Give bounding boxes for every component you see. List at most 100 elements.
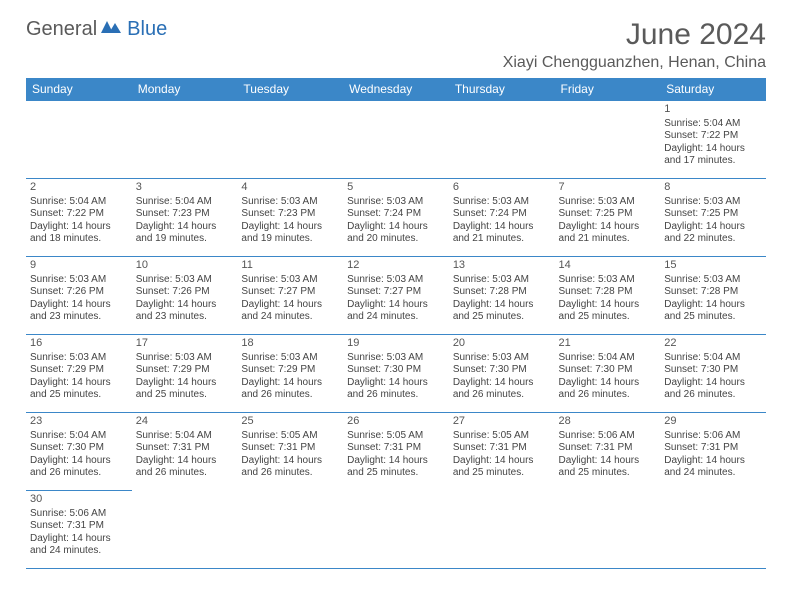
day-number: 27	[453, 415, 551, 429]
day-number: 10	[136, 259, 234, 273]
daylight-text: Daylight: 14 hours	[30, 377, 128, 390]
day-number: 3	[136, 181, 234, 195]
calendar-day-cell	[26, 101, 132, 179]
daylight-text: Daylight: 14 hours	[664, 377, 762, 390]
day-number: 29	[664, 415, 762, 429]
daylight-text: and 26 minutes.	[453, 389, 551, 402]
sunrise-text: Sunrise: 5:06 AM	[30, 508, 128, 521]
calendar-week-row: 23Sunrise: 5:04 AMSunset: 7:30 PMDayligh…	[26, 413, 766, 491]
daylight-text: Daylight: 14 hours	[347, 299, 445, 312]
day-number: 7	[559, 181, 657, 195]
sunrise-text: Sunrise: 5:03 AM	[664, 274, 762, 287]
sunrise-text: Sunrise: 5:03 AM	[347, 352, 445, 365]
day-number: 9	[30, 259, 128, 273]
daylight-text: and 18 minutes.	[30, 233, 128, 246]
weekday-header-row: Sunday Monday Tuesday Wednesday Thursday…	[26, 78, 766, 101]
calendar-day-cell: 11Sunrise: 5:03 AMSunset: 7:27 PMDayligh…	[237, 257, 343, 335]
day-number: 13	[453, 259, 551, 273]
daylight-text: Daylight: 14 hours	[559, 299, 657, 312]
sunrise-text: Sunrise: 5:03 AM	[453, 352, 551, 365]
daylight-text: Daylight: 14 hours	[30, 299, 128, 312]
calendar-day-cell: 13Sunrise: 5:03 AMSunset: 7:28 PMDayligh…	[449, 257, 555, 335]
calendar-day-cell: 25Sunrise: 5:05 AMSunset: 7:31 PMDayligh…	[237, 413, 343, 491]
daylight-text: and 26 minutes.	[241, 467, 339, 480]
daylight-text: and 25 minutes.	[664, 311, 762, 324]
calendar-day-cell: 15Sunrise: 5:03 AMSunset: 7:28 PMDayligh…	[660, 257, 766, 335]
calendar-week-row: 2Sunrise: 5:04 AMSunset: 7:22 PMDaylight…	[26, 179, 766, 257]
location-subtitle: Xiayi Chengguanzhen, Henan, China	[503, 54, 766, 72]
sunrise-text: Sunrise: 5:03 AM	[453, 196, 551, 209]
sunset-text: Sunset: 7:31 PM	[30, 520, 128, 533]
calendar-day-cell: 30Sunrise: 5:06 AMSunset: 7:31 PMDayligh…	[26, 491, 132, 569]
daylight-text: Daylight: 14 hours	[347, 221, 445, 234]
daylight-text: and 26 minutes.	[347, 389, 445, 402]
sunrise-text: Sunrise: 5:03 AM	[136, 274, 234, 287]
daylight-text: Daylight: 14 hours	[347, 455, 445, 468]
sunrise-text: Sunrise: 5:04 AM	[664, 352, 762, 365]
sunset-text: Sunset: 7:30 PM	[453, 364, 551, 377]
daylight-text: and 25 minutes.	[559, 311, 657, 324]
weekday-header: Wednesday	[343, 78, 449, 101]
daylight-text: and 26 minutes.	[559, 389, 657, 402]
daylight-text: and 21 minutes.	[453, 233, 551, 246]
daylight-text: and 26 minutes.	[30, 467, 128, 480]
daylight-text: Daylight: 14 hours	[664, 299, 762, 312]
daylight-text: and 23 minutes.	[30, 311, 128, 324]
daylight-text: Daylight: 14 hours	[453, 221, 551, 234]
daylight-text: Daylight: 14 hours	[559, 221, 657, 234]
daylight-text: and 26 minutes.	[241, 389, 339, 402]
daylight-text: Daylight: 14 hours	[664, 143, 762, 156]
sunset-text: Sunset: 7:25 PM	[559, 208, 657, 221]
weekday-header: Sunday	[26, 78, 132, 101]
sunset-text: Sunset: 7:23 PM	[136, 208, 234, 221]
day-number: 26	[347, 415, 445, 429]
daylight-text: and 22 minutes.	[664, 233, 762, 246]
day-number: 28	[559, 415, 657, 429]
daylight-text: Daylight: 14 hours	[30, 533, 128, 546]
sunrise-text: Sunrise: 5:04 AM	[664, 118, 762, 131]
day-number: 18	[241, 337, 339, 351]
day-number: 23	[30, 415, 128, 429]
daylight-text: and 23 minutes.	[136, 311, 234, 324]
daylight-text: and 25 minutes.	[30, 389, 128, 402]
sunset-text: Sunset: 7:27 PM	[347, 286, 445, 299]
daylight-text: and 25 minutes.	[136, 389, 234, 402]
sunset-text: Sunset: 7:26 PM	[136, 286, 234, 299]
calendar-day-cell	[449, 491, 555, 569]
calendar-day-cell: 17Sunrise: 5:03 AMSunset: 7:29 PMDayligh…	[132, 335, 238, 413]
sunset-text: Sunset: 7:30 PM	[664, 364, 762, 377]
day-number: 22	[664, 337, 762, 351]
calendar-day-cell: 21Sunrise: 5:04 AMSunset: 7:30 PMDayligh…	[555, 335, 661, 413]
day-number: 4	[241, 181, 339, 195]
sunrise-text: Sunrise: 5:03 AM	[241, 274, 339, 287]
sunset-text: Sunset: 7:29 PM	[136, 364, 234, 377]
flag-icon	[101, 19, 123, 40]
sunrise-text: Sunrise: 5:03 AM	[453, 274, 551, 287]
daylight-text: and 24 minutes.	[664, 467, 762, 480]
calendar-day-cell: 22Sunrise: 5:04 AMSunset: 7:30 PMDayligh…	[660, 335, 766, 413]
day-number: 14	[559, 259, 657, 273]
daylight-text: and 17 minutes.	[664, 155, 762, 168]
day-number: 30	[30, 493, 128, 507]
sunrise-text: Sunrise: 5:03 AM	[559, 196, 657, 209]
sunset-text: Sunset: 7:24 PM	[453, 208, 551, 221]
day-number: 12	[347, 259, 445, 273]
daylight-text: Daylight: 14 hours	[453, 299, 551, 312]
calendar-day-cell: 18Sunrise: 5:03 AMSunset: 7:29 PMDayligh…	[237, 335, 343, 413]
sunrise-text: Sunrise: 5:04 AM	[30, 430, 128, 443]
sunset-text: Sunset: 7:26 PM	[30, 286, 128, 299]
sunrise-text: Sunrise: 5:04 AM	[136, 196, 234, 209]
calendar-day-cell: 29Sunrise: 5:06 AMSunset: 7:31 PMDayligh…	[660, 413, 766, 491]
daylight-text: Daylight: 14 hours	[664, 221, 762, 234]
sunset-text: Sunset: 7:30 PM	[559, 364, 657, 377]
weekday-header: Thursday	[449, 78, 555, 101]
sunrise-text: Sunrise: 5:03 AM	[241, 352, 339, 365]
daylight-text: and 24 minutes.	[347, 311, 445, 324]
sunset-text: Sunset: 7:23 PM	[241, 208, 339, 221]
sunset-text: Sunset: 7:28 PM	[664, 286, 762, 299]
day-number: 6	[453, 181, 551, 195]
daylight-text: and 19 minutes.	[136, 233, 234, 246]
calendar-day-cell	[555, 491, 661, 569]
daylight-text: and 21 minutes.	[559, 233, 657, 246]
logo-text-blue: Blue	[127, 18, 167, 41]
